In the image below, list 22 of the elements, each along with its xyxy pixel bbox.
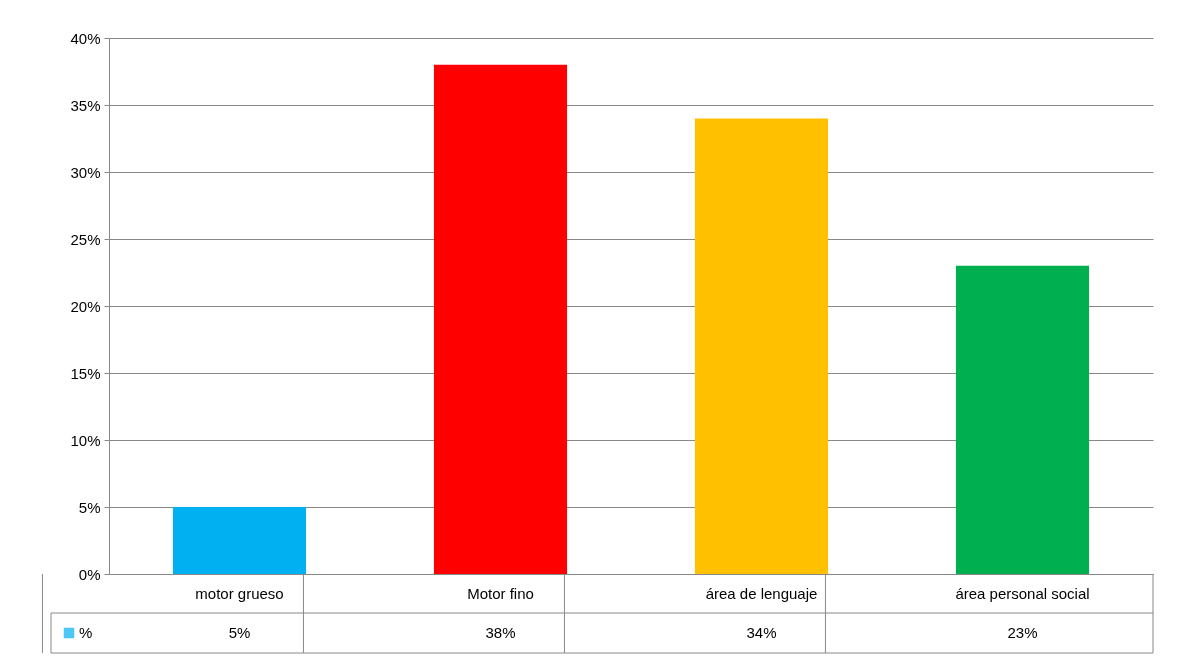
- y-tick-label: 5%: [78, 498, 101, 516]
- text: 5%: [228, 624, 251, 641]
- legend-label: %: [79, 624, 93, 641]
- x-tick-label: área personal social: [955, 584, 1090, 602]
- y-tick-label: 10%: [70, 431, 101, 449]
- bar: [955, 265, 1090, 574]
- text: 34%: [746, 624, 777, 641]
- y-tick-label: 35%: [70, 96, 101, 114]
- x-tick-label: Motor fino: [467, 584, 534, 602]
- y-tick-label: 30%: [70, 163, 101, 181]
- y-tick-label: 20%: [70, 297, 101, 315]
- y-tick-label: 40%: [70, 29, 101, 47]
- text: 23%: [1007, 624, 1038, 641]
- x-tick-label: motor grueso: [195, 584, 284, 602]
- y-tick-label: 25%: [70, 230, 101, 248]
- bar: [694, 118, 829, 574]
- bar: [172, 507, 307, 574]
- y-tick-label: 0%: [78, 565, 101, 583]
- y-tick-label: 15%: [70, 364, 101, 382]
- x-tick-label: área de lenguaje: [705, 584, 818, 602]
- bar: [433, 64, 568, 574]
- text: 38%: [485, 624, 516, 641]
